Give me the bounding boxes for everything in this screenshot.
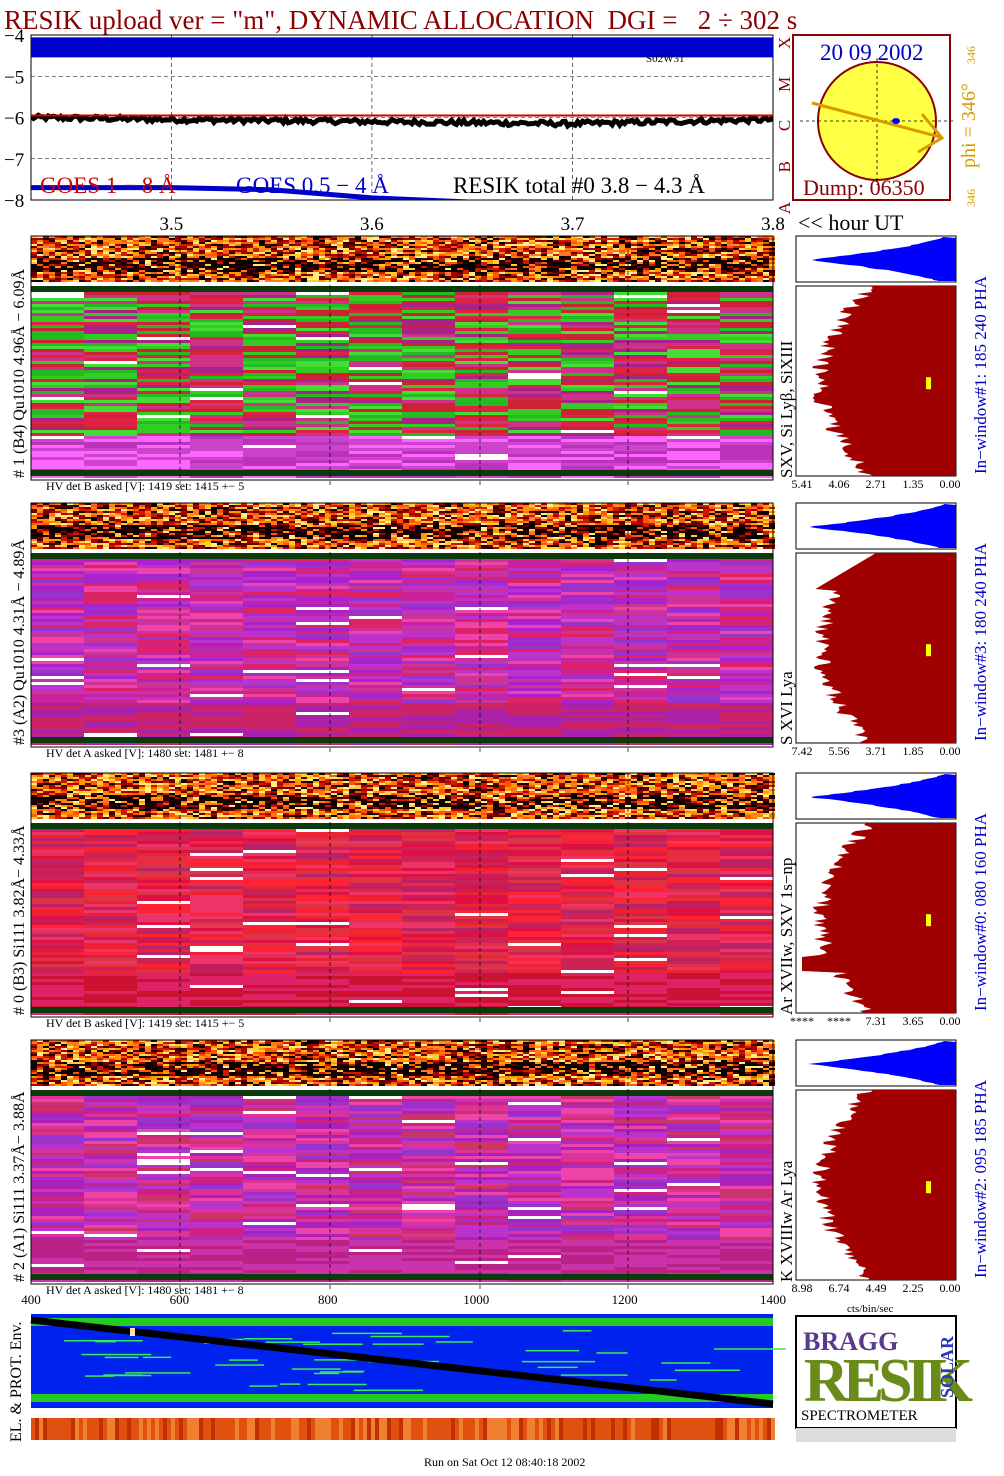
histogram-tick: 4.49 — [866, 1281, 887, 1295]
environment-label: EL. & PROT. Env. — [8, 1322, 25, 1442]
lightcurve-series — [31, 37, 773, 200]
legend-resik-total: RESIK total #0 3.8 − 4.3 Å — [453, 173, 705, 198]
histogram-tick: 2.71 — [866, 477, 887, 491]
panel-window-label: In−window#2: 095 185 PHA — [971, 1079, 990, 1278]
histogram-tick: 1.85 — [903, 744, 924, 758]
panel-line-label: S XVI Lya — [777, 671, 796, 745]
panel-line-label: SXV, Si Lyβ, SiXIII — [777, 340, 796, 478]
spectrogram-x-tick: 1000 — [463, 1292, 489, 1307]
phi-arrow-head — [917, 113, 945, 154]
spectrogram-panel: # 1 (B4) Qu1010 4.96Å − 6.09Å HV det B as… — [10, 235, 990, 493]
spectrogram-x-tick: 600 — [170, 1292, 190, 1307]
logo-resik: RESIK — [804, 1347, 973, 1415]
resik-logo: BRAGG RESIK SOLAR SPECTROMETER — [795, 1315, 979, 1442]
spectrogram-x-tick: 400 — [21, 1292, 41, 1307]
panel-hv-text: HV det B asked [V]: 1419 set: 1415 +− 5 — [46, 479, 244, 493]
legend-goes-long: GOES 1 − 8 Å — [40, 173, 176, 198]
histogram-tick: 8.98 — [792, 1281, 813, 1295]
observation-date: 20 09 2002 — [820, 40, 924, 65]
logo-spectrometer: SPECTROMETER — [801, 1408, 918, 1424]
spectrogram-panel: # 2 (A1) Si111 3.37Å− 3.88Å HV det A aske… — [10, 1039, 990, 1297]
histogram-tick: 2.25 — [903, 1281, 924, 1295]
flare-class-label: B — [775, 161, 794, 172]
goes-long-band — [31, 37, 773, 58]
flare-class-axis: X M C B A — [775, 37, 794, 214]
histogram-tick: **** — [827, 1014, 851, 1028]
lightcurve-y-tick: −7 — [4, 150, 24, 171]
dump-label: Dump: 06350 — [803, 175, 925, 200]
sun-position-panel: 20 09 2002 Dump: 06350 phi = 346° 346 34… — [792, 34, 980, 207]
histogram-tick: 0.00 — [940, 1281, 961, 1295]
panel-hv-text: HV det B asked [V]: 1419 set: 1415 +− 5 — [46, 1016, 244, 1030]
phi-label: phi = 346° — [958, 83, 980, 168]
lightcurve-x-tick: 3.7 — [561, 214, 585, 235]
goes-lightcurve-panel: −4 −5 −6 −7 −8 3.5 3.6 3.7 3.8 S02W31 GOES 1 − … — [4, 26, 794, 235]
panel-hv-text: HV det A asked [V]: 1480 set: 1481 +− 8 — [46, 1283, 244, 1297]
legend-goes-short: GOES 0.5 − 4 Å — [236, 173, 389, 198]
phi-bottom-label: 346 — [964, 189, 978, 207]
histogram-tick: 6.74 — [829, 1281, 850, 1295]
panel-window-label: In−window#1: 185 240 PHA — [971, 275, 990, 474]
panel-window-label: In−window#0: 080 160 PHA — [971, 812, 990, 1011]
histogram-tick: 0.00 — [940, 477, 961, 491]
panel-wavelength-label: #3 (A2) Qu1010 4.31Å − 4.89Å — [10, 539, 28, 745]
phi-small-label: 346 — [964, 46, 978, 64]
panel-wavelength-label: # 0 (B3) Si111 3.82Å− 4.33Å — [10, 825, 28, 1015]
lightcurve-y-tick: −8 — [4, 191, 24, 212]
logo-solar: SOLAR — [937, 1335, 957, 1398]
histogram-tick: 5.41 — [792, 477, 813, 491]
environment-panel: EL. & PROT. Env. — [8, 1314, 786, 1442]
flare-class-label: M — [775, 77, 794, 92]
histogram-tick: 5.56 — [829, 744, 850, 758]
resik-total-line — [31, 112, 773, 130]
logo-bragg: BRAGG — [803, 1327, 898, 1356]
panel-wavelength-label: # 2 (A1) Si111 3.37Å− 3.88Å — [10, 1091, 28, 1282]
panel-window-label: In−window#3: 180 240 PHA — [971, 542, 990, 741]
active-region-label: S02W31 — [646, 53, 685, 65]
lightcurve-x-tick: 3.8 — [761, 214, 785, 235]
lightcurve-x-tick: 3.6 — [360, 214, 384, 235]
histogram-tick: 4.06 — [829, 477, 850, 491]
spectrogram-x-tick: 1400 — [760, 1292, 786, 1307]
spectrogram-panel: #3 (A2) Qu1010 4.31Å − 4.89Å HV det A ask… — [10, 502, 990, 760]
spectrogram-panel: # 0 (B3) Si111 3.82Å− 4.33Å HV det B aske… — [10, 772, 990, 1030]
histogram-tick: 3.71 — [866, 744, 887, 758]
lightcurve-y-tick: −5 — [4, 67, 24, 88]
histogram-tick: 0.00 — [940, 744, 961, 758]
flare-class-label: A — [775, 201, 794, 214]
figure-title: RESIK upload ver = "m", DYNAMIC ALLOCATI… — [4, 5, 797, 35]
histogram-tick: 7.31 — [866, 1014, 887, 1028]
flare-class-label: X — [775, 37, 794, 49]
panel-line-label: K XVIIIw Ar Lya — [777, 1160, 796, 1282]
histogram-tick: 1.35 — [903, 477, 924, 491]
spectrogram-x-ticks: 400 600 800 1000 1200 1400 — [21, 1292, 786, 1307]
panel-line-label: Ar XVIIw, SXV 1s−np — [777, 858, 796, 1015]
histogram-tick: 3.65 — [903, 1014, 924, 1028]
flare-class-label: C — [775, 120, 794, 131]
environment-heatmap — [30, 1314, 786, 1440]
panel-wavelength-label: # 1 (B4) Qu1010 4.96Å − 6.09Å — [10, 269, 28, 478]
spectrogram-x-tick: 1200 — [612, 1292, 638, 1307]
logo-credits-strip — [796, 1428, 956, 1442]
histogram-tick: **** — [790, 1014, 814, 1028]
spectrogram-panels: # 1 (B4) Qu1010 4.96Å − 6.09Å HV det B as… — [10, 235, 990, 1297]
panel-hv-text: HV det A asked [V]: 1480 set: 1481 +− 8 — [46, 746, 244, 760]
lightcurve-x-ticks: 3.5 3.6 3.7 3.8 — [160, 214, 785, 235]
spectrogram-x-tick: 800 — [318, 1292, 338, 1307]
hour-axis-label: << hour UT — [798, 210, 904, 235]
orbit-track — [30, 1316, 774, 1408]
active-region-marker — [892, 118, 900, 124]
histogram-tick: 7.42 — [792, 744, 813, 758]
lightcurve-x-tick: 3.5 — [160, 214, 184, 235]
histogram-x-label: cts/bin/sec — [847, 1303, 894, 1315]
histogram-tick: 0.00 — [940, 1014, 961, 1028]
lightcurve-y-tick: −6 — [4, 109, 24, 130]
lightcurve-y-tick: −4 — [4, 26, 25, 47]
goes-short-line — [31, 185, 473, 200]
phi-direction-arrow — [811, 101, 941, 139]
run-timestamp: Run on Sat Oct 12 08:40:18 2002 — [424, 1455, 585, 1469]
lightcurve-y-ticks: −4 −5 −6 −7 −8 — [4, 26, 25, 212]
